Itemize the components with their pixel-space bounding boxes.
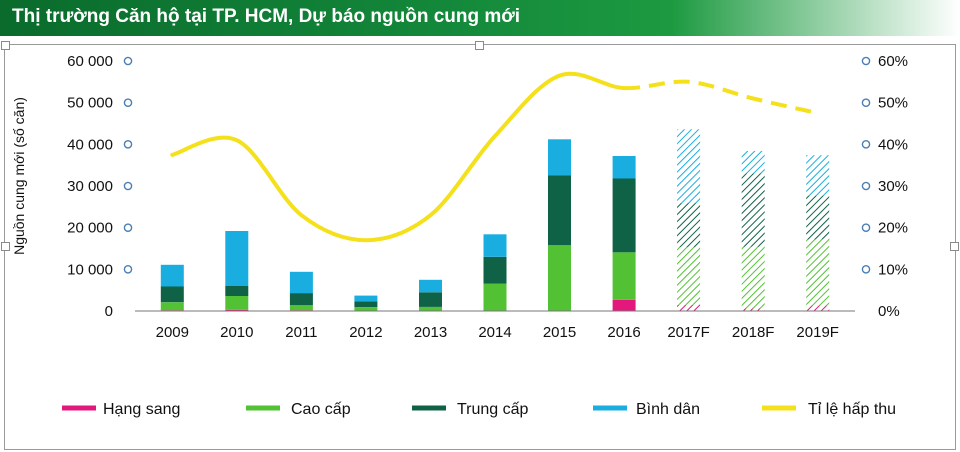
- resize-handle-top-left[interactable]: [1, 41, 10, 50]
- bar-trung-cấp-2018F: [741, 173, 765, 247]
- x-tick-label: 2012: [349, 324, 382, 341]
- bar-cao-cấp-2013: [419, 306, 442, 311]
- y2-tick-marker: [861, 139, 871, 149]
- bar-bình-dân-2014: [483, 234, 507, 257]
- bar-bình-dân-2013: [419, 279, 442, 293]
- resize-handle-middle-left[interactable]: [1, 242, 10, 251]
- y2-tick-label: 0%: [878, 303, 900, 320]
- bar-trung-cấp-2016: [612, 178, 636, 253]
- y-tick-label: 40 000: [67, 136, 113, 153]
- y-tick-label: 20 000: [67, 220, 113, 237]
- bar-cao-cấp-2019F: [806, 239, 830, 306]
- bar-trung-cấp-2013: [419, 292, 442, 307]
- legend-label-4: Tỉ lệ hấp thu: [808, 401, 896, 418]
- page-title: Thị trường Căn hộ tại TP. HCM, Dự báo ng…: [12, 6, 521, 27]
- legend-label-2: Trung cấp: [457, 401, 529, 418]
- bar-hạng-sang-2019F: [806, 305, 830, 311]
- legend-label-3: Bình dân: [636, 401, 700, 418]
- y-tick-label: 50 000: [67, 95, 113, 112]
- x-tick-label: 2019F: [796, 324, 839, 341]
- legend-label-0: Hạng sang: [103, 401, 180, 418]
- bar-cao-cấp-2010: [225, 296, 249, 310]
- bar-cao-cấp-2018F: [741, 246, 765, 309]
- x-tick-label: 2015: [543, 324, 576, 341]
- title-bar: Thị trường Căn hộ tại TP. HCM, Dự báo ng…: [0, 0, 960, 36]
- absorption-rate-line-forecast: [624, 79, 819, 116]
- bar-trung-cấp-2019F: [806, 195, 830, 240]
- bar-bình-dân-2016: [612, 156, 636, 179]
- x-tick-label: 2018F: [732, 324, 775, 341]
- resize-handle-middle-right[interactable]: [950, 242, 959, 251]
- x-tick-label: 2016: [607, 324, 640, 341]
- y2-tick-label: 60%: [878, 53, 908, 70]
- x-tick-label: 2013: [414, 324, 447, 341]
- bar-cao-cấp-2017F: [677, 247, 701, 305]
- bar-trung-cấp-2014: [483, 256, 507, 284]
- legend-layer: Hạng sang Cao cấp Trung cấp Bình dân Tỉ lệ h…: [62, 401, 896, 418]
- bar-bình-dân-2019F: [806, 155, 830, 196]
- y-tick-marker: [123, 56, 133, 66]
- y2-tick-marker: [861, 56, 871, 66]
- y-tick-label: 30 000: [67, 178, 113, 195]
- bar-bình-dân-2010: [225, 231, 249, 286]
- y-tick-label: 60 000: [67, 53, 113, 70]
- y2-tick-label: 40%: [878, 136, 908, 153]
- bar-hạng-sang-2010: [225, 309, 249, 312]
- y-tick-label: 10 000: [67, 261, 113, 278]
- bar-trung-cấp-2009: [160, 286, 184, 303]
- y-tick-label: 0: [105, 303, 113, 320]
- y2-tick-label: 20%: [878, 220, 908, 237]
- x-tick-label: 2010: [220, 324, 253, 341]
- x-tick-label: 2011: [285, 324, 317, 341]
- absorption-rate-line-actual: [170, 71, 627, 243]
- y-axis-title: Nguồn cung mới (số căn): [11, 97, 27, 255]
- bar-hạng-sang-2016: [612, 299, 636, 312]
- y-tick-marker: [123, 139, 133, 149]
- bar-cao-cấp-2012: [354, 307, 378, 311]
- bar-trung-cấp-2010: [225, 286, 249, 296]
- bar-hạng-sang-2017F: [677, 304, 701, 312]
- bar-cao-cấp-2015: [548, 245, 571, 311]
- bar-bình-dân-2009: [160, 264, 184, 287]
- bars-layer: [160, 129, 830, 312]
- y2-tick-marker: [861, 181, 871, 191]
- y-tick-marker: [123, 98, 133, 107]
- y-tick-marker: [123, 264, 133, 274]
- x-tick-label: 2017F: [667, 324, 710, 341]
- bar-cao-cấp-2016: [612, 252, 636, 300]
- axes-layer: 0 10 000 20 000 30 000 40 000 50 000 60 000 0% 1…: [11, 53, 908, 341]
- x-tick-label: 2014: [478, 324, 511, 341]
- bar-cao-cấp-2014: [483, 283, 507, 311]
- bar-bình-dân-2012: [354, 295, 378, 302]
- y-tick-marker: [123, 181, 133, 191]
- y2-tick-label: 10%: [878, 261, 908, 278]
- y2-tick-label: 30%: [878, 178, 908, 195]
- legend-label-1: Cao cấp: [291, 401, 351, 418]
- bar-bình-dân-2011: [289, 271, 313, 294]
- line-layer: [170, 71, 819, 243]
- bar-trung-cấp-2015: [548, 175, 571, 246]
- y2-tick-marker: [861, 223, 871, 232]
- bar-bình-dân-2017F: [677, 129, 701, 204]
- bar-hạng-sang-2018F: [741, 308, 765, 311]
- y2-tick-marker: [861, 264, 871, 274]
- bar-cao-cấp-2011: [289, 305, 313, 311]
- bar-cao-cấp-2009: [160, 302, 184, 311]
- bar-bình-dân-2018F: [741, 151, 765, 174]
- y2-tick-label: 50%: [878, 95, 908, 112]
- resize-handle-top-center[interactable]: [475, 41, 484, 50]
- y-tick-marker: [123, 223, 133, 232]
- bar-trung-cấp-2011: [289, 293, 313, 306]
- x-tick-label: 2009: [156, 324, 189, 341]
- bar-bình-dân-2015: [548, 139, 571, 176]
- bar-trung-cấp-2017F: [677, 203, 701, 248]
- bar-trung-cấp-2012: [354, 301, 378, 308]
- y2-tick-marker: [861, 98, 871, 107]
